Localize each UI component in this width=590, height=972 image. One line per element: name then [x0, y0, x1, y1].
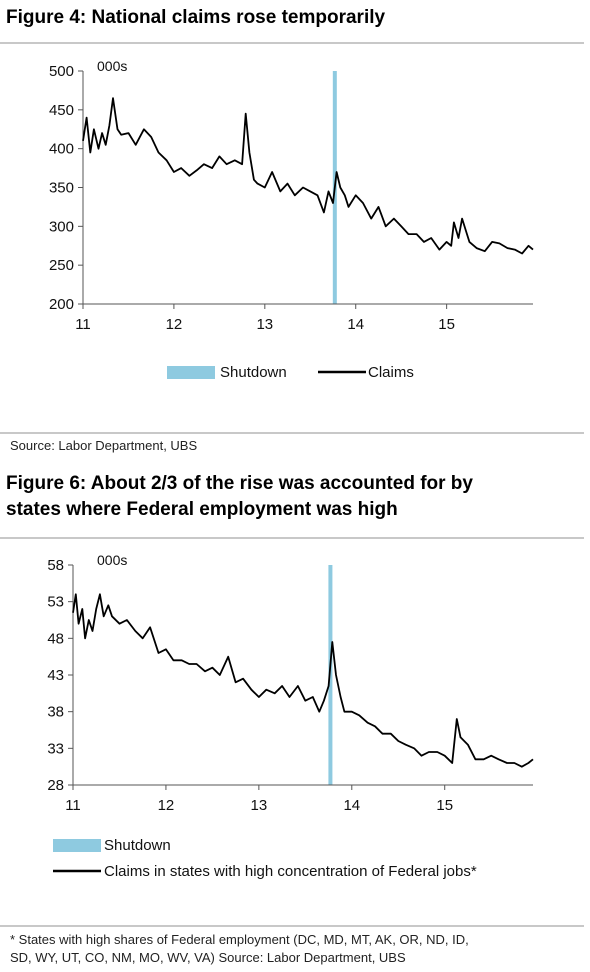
series-line	[82, 97, 534, 255]
legend-shutdown-swatch	[167, 366, 215, 379]
x-tick-label: 13	[251, 797, 268, 814]
series-line	[72, 593, 534, 768]
x-tick-label: 15	[436, 797, 453, 814]
figure4-unit-label: 000s	[97, 58, 127, 74]
x-tick-label: 11	[75, 316, 91, 333]
figure6-top-rule	[0, 537, 584, 539]
x-tick-label: 14	[343, 797, 360, 814]
y-tick-label: 28	[47, 777, 64, 794]
figure4-source: Source: Labor Department, UBS	[10, 438, 198, 453]
legend-shutdown-label: Shutdown	[220, 364, 287, 381]
legend-shutdown-label: Shutdown	[104, 837, 171, 854]
x-tick-label: 15	[438, 316, 455, 333]
legend-claims-label: Claims in states with high concentration…	[104, 863, 477, 880]
figure6-title-line2: states where Federal employment was high	[6, 499, 398, 520]
y-tick-label: 48	[47, 630, 64, 647]
x-tick-label: 12	[158, 797, 175, 814]
y-tick-label: 38	[47, 704, 64, 721]
legend-claims-label: Claims	[368, 364, 414, 381]
y-tick-label: 300	[49, 218, 74, 235]
x-tick-label: 11	[65, 797, 81, 814]
figure6-unit-label: 000s	[97, 552, 127, 568]
figure6-legend: Shutdown Claims in states with high conc…	[53, 837, 477, 880]
figure4-legend: Shutdown Claims	[167, 364, 414, 381]
y-tick-label: 250	[49, 257, 74, 274]
y-tick-label: 450	[49, 102, 74, 119]
figure4-title: Figure 4: National claims rose temporari…	[6, 7, 386, 28]
figure6-footnote-line1: * States with high shares of Federal emp…	[10, 932, 469, 947]
y-tick-label: 33	[47, 740, 64, 757]
figure6-title-line1: Figure 6: About 2/3 of the rise was acco…	[6, 473, 473, 494]
figure4-top-rule	[0, 42, 584, 44]
figure4-chart: 200 250 300 350 400 450 500 11 12 13 14 15 000s Shu…	[49, 58, 534, 381]
x-tick-label: 14	[347, 316, 364, 333]
figure6-chart: 28 33 38 43 48 53 58 11 12 13 14 15 000s Shutdown C…	[47, 552, 534, 880]
y-tick-label: 200	[49, 296, 74, 313]
legend-shutdown-swatch	[53, 839, 101, 852]
figure4-bottom-rule	[0, 432, 584, 434]
y-tick-label: 350	[49, 180, 74, 197]
y-tick-label: 53	[47, 594, 64, 611]
y-tick-label: 58	[47, 557, 64, 574]
figure6-footnote-line2: SD, WY, UT, CO, NM, MO, WV, VA) Source: …	[10, 950, 406, 965]
x-tick-label: 12	[166, 316, 183, 333]
y-tick-label: 43	[47, 667, 64, 684]
figure6-bottom-rule	[0, 925, 584, 927]
y-tick-label: 500	[49, 63, 74, 80]
x-tick-label: 13	[256, 316, 273, 333]
y-tick-label: 400	[49, 141, 74, 158]
